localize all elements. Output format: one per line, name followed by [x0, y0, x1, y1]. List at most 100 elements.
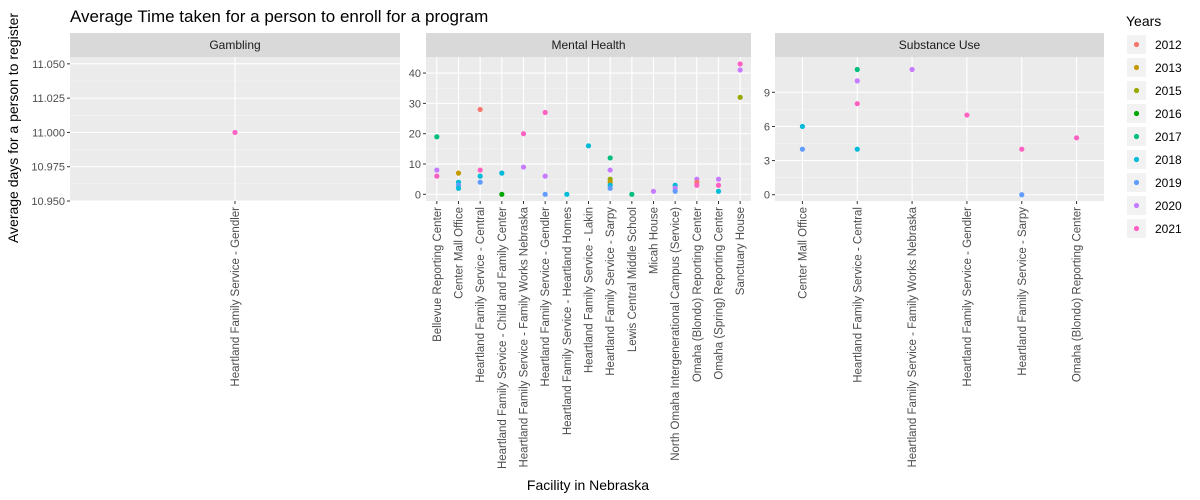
legend-label: 2012: [1155, 38, 1182, 52]
x-tick-label: Center Mall Office: [797, 207, 809, 299]
panel-mental-health: Mental Health 40 30 20 10 0 Bellevue Reporting…: [409, 33, 751, 469]
legend: Years 2012201320152016201720182019202020…: [1126, 13, 1182, 238]
data-point: [650, 188, 657, 194]
data-point: [499, 170, 505, 176]
legend-swatch: [1133, 202, 1140, 209]
data-point: [477, 167, 483, 173]
facet-strip-label: Gambling: [209, 38, 260, 52]
data-point: [542, 173, 548, 179]
y-tick-label: 9: [764, 87, 770, 99]
y-tick-label: 10.975: [31, 162, 65, 174]
x-tick-label: Heartland Family Service - Family Works …: [907, 206, 919, 467]
data-point: [715, 188, 722, 194]
data-point: [799, 123, 806, 130]
data-point: [477, 179, 483, 185]
x-axis-label: Facility in Nebraska: [527, 477, 649, 493]
data-point: [715, 182, 722, 188]
legend-swatch: [1133, 179, 1140, 186]
y-tick-label: 3: [764, 156, 770, 168]
data-point: [737, 67, 743, 73]
data-point: [737, 94, 743, 100]
y-tick-label: 11.000: [32, 127, 65, 139]
facet-strip: [775, 33, 1104, 57]
x-tick-label: Heartland Family Service - Lakin: [584, 207, 596, 373]
legend-label: 2015: [1155, 84, 1182, 98]
data-point: [1019, 192, 1025, 198]
x-tick-label: Center Mall Office: [454, 207, 466, 299]
facet-strip-label: Mental Health: [551, 38, 625, 52]
y-tick-label: 10: [409, 159, 421, 171]
x-tick-label: Heartland Family Service - Sarpy: [1017, 207, 1029, 376]
data-point: [434, 167, 440, 173]
y-tick-label: 20: [409, 129, 421, 141]
data-point: [1019, 146, 1025, 152]
data-point: [542, 109, 548, 116]
data-point: [564, 191, 570, 197]
y-tick-label: 0: [764, 190, 770, 202]
data-point: [715, 176, 722, 182]
data-point: [854, 78, 860, 84]
legend-swatch: [1133, 87, 1140, 94]
legend-item: 2012: [1127, 35, 1182, 54]
x-tick-label: Sanctuary House: [735, 207, 747, 295]
legend-swatch: [1133, 41, 1140, 48]
legend-label: 2019: [1155, 176, 1182, 190]
y-tick-label: 11.025: [32, 93, 65, 105]
panel-gambling: Gambling 11.050 11.025 11.000 10.975 10.950 He…: [31, 33, 400, 387]
x-tick-label: Heartland Family Service - Gendler: [230, 207, 242, 387]
data-point: [854, 66, 860, 73]
x-tick-label: Omaha (Spring) Reporting Center: [714, 207, 726, 380]
y-tick-label: 0: [415, 189, 421, 201]
plot-background: [775, 57, 1104, 201]
legend-label: 2016: [1155, 107, 1182, 121]
data-point: [477, 106, 483, 113]
data-point: [520, 164, 527, 170]
legend-label: 2021: [1155, 222, 1182, 236]
legend-label: 2017: [1155, 130, 1182, 144]
data-point: [434, 173, 440, 179]
data-point: [909, 66, 915, 73]
y-tick-label: 40: [409, 68, 421, 80]
legend-item: 2021: [1127, 219, 1182, 238]
data-point: [455, 185, 462, 191]
facet-strip-label: Substance Use: [899, 38, 981, 52]
legend-label: 2013: [1155, 61, 1182, 75]
data-point: [694, 182, 700, 188]
data-point: [607, 155, 613, 161]
x-tick-label: Heartland Family Service - Central: [852, 207, 864, 383]
data-point: [585, 143, 592, 149]
x-tick-label: Heartland Family Service - Central: [475, 207, 487, 383]
legend-item: 2013: [1127, 58, 1182, 77]
data-point: [542, 191, 548, 197]
x-tick-label: North Omaha Intergenerational Campus (Se…: [670, 207, 682, 461]
x-tick-label: Lewis Central Middle School: [627, 207, 639, 352]
data-point: [1073, 135, 1080, 141]
legend-item: 2019: [1127, 173, 1182, 192]
x-tick-label: Heartland Family Service - Family Works …: [519, 206, 531, 467]
x-tick-label: Heartland Family Service - Gendler: [962, 207, 974, 387]
legend-item: 2017: [1127, 127, 1182, 146]
panel-substance-use: Substance Use 9 6 3 0 Center Mall Office Heart…: [764, 33, 1104, 468]
y-tick-label: 10.950: [31, 196, 65, 208]
legend-swatch: [1133, 225, 1140, 232]
y-axis-label: Average days for a person to register: [5, 13, 21, 243]
data-point: [520, 131, 527, 137]
data-point: [854, 101, 860, 107]
x-tick-label: Heartland Family Service - Gendler: [540, 207, 552, 387]
data-point: [629, 191, 635, 197]
x-tick-label: Heartland Family Service - Child and Fam…: [497, 207, 509, 469]
legend-label: 2020: [1155, 199, 1182, 213]
data-point: [799, 146, 806, 152]
legend-swatch: [1133, 64, 1140, 71]
legend-items: 2012 2013 2015 2016 2017 2018 2019 2020 2021: [1127, 35, 1182, 238]
legend-label: 2018: [1155, 153, 1182, 167]
data-point: [854, 146, 860, 152]
x-tick-label: Bellevue Reporting Center: [432, 207, 444, 342]
legend-swatch: [1133, 110, 1140, 117]
facet-panels: Gambling 11.050 11.025 11.000 10.975 10.950 He…: [31, 33, 1104, 469]
x-tick-label: Micah House: [649, 207, 661, 274]
data-point: [607, 167, 613, 173]
facet-strip: [426, 33, 751, 57]
data-point: [737, 61, 743, 67]
